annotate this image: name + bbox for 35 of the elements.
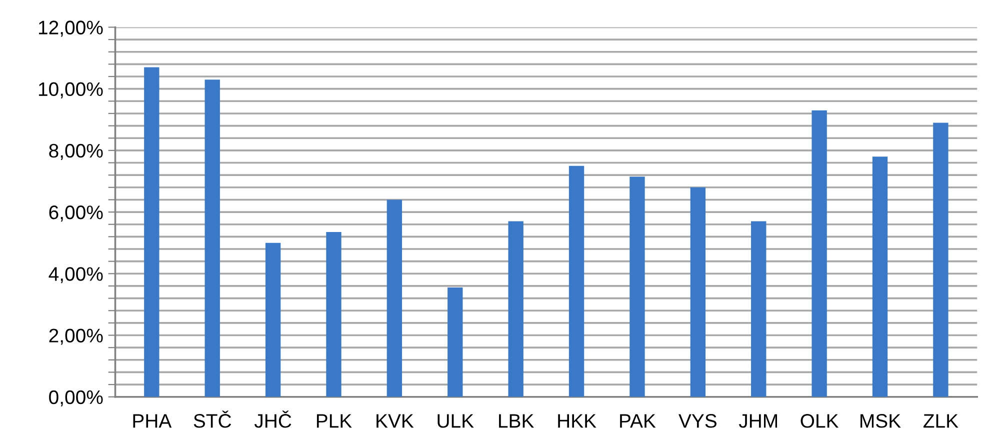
y-tick-label: 4,00% <box>48 267 103 284</box>
bar <box>933 122 948 397</box>
x-tick-label: JHČ <box>254 410 292 428</box>
y-tick-label: 12,00% <box>38 20 103 37</box>
bar <box>448 288 463 397</box>
x-tick-label: PLK <box>316 414 352 428</box>
x-tick-label: PAK <box>620 414 656 428</box>
bar <box>690 187 706 397</box>
x-tick-label: ULK <box>438 414 474 428</box>
bar <box>204 80 220 397</box>
bar <box>386 200 402 397</box>
bar <box>326 232 342 397</box>
x-tick-label: PHA <box>133 414 172 428</box>
x-tick-label: JHM <box>738 414 777 428</box>
bar <box>144 67 160 397</box>
bar <box>630 176 645 397</box>
bar <box>265 242 281 397</box>
bar <box>508 221 524 397</box>
bar <box>872 156 888 397</box>
y-tick-label: 0,00% <box>49 390 103 406</box>
bar <box>751 221 766 397</box>
bar <box>568 166 584 397</box>
bar <box>812 110 827 397</box>
y-tick-label: 10,00% <box>38 82 103 98</box>
x-tick-label: ZLK <box>923 414 958 428</box>
y-tick-label: 2,00% <box>49 328 103 345</box>
x-tick-label: VYS <box>678 414 716 428</box>
y-tick-label: 8,00% <box>49 144 103 160</box>
x-tick-label: OLK <box>800 414 839 428</box>
x-tick-label: MSK <box>860 414 901 428</box>
x-tick-label: KVK <box>376 414 414 428</box>
y-tick-label: 6,00% <box>49 206 103 222</box>
x-tick-label: LBK <box>499 414 534 428</box>
x-tick-label: STČ <box>194 410 232 428</box>
x-tick-label: HKK <box>558 414 596 428</box>
